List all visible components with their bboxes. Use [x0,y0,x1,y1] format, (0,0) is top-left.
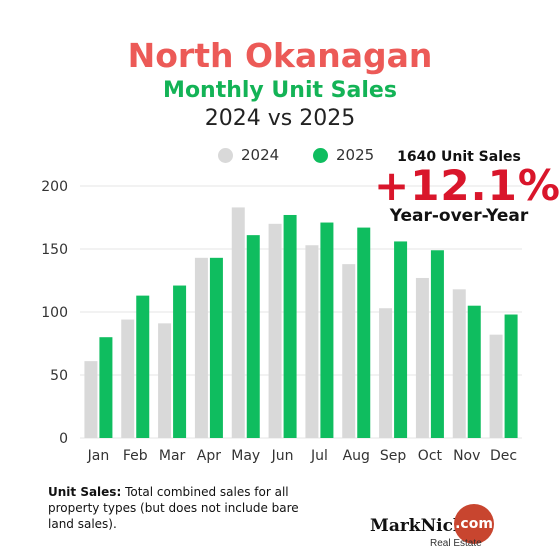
bar-2025-apr [209,257,223,438]
legend-label-2024: 2024 [241,146,280,164]
bar-2024-apr [194,257,208,438]
yoy-highlight: 1640 Unit Sales +12.1% Year-over-Year [374,148,560,226]
bar-2025-nov [467,305,481,438]
logo-suffix: .com [455,516,493,532]
bar-2024-feb [121,319,135,438]
x-tick-label-may: May [231,448,260,464]
x-tick-label-jul: Jul [310,448,328,464]
x-tick-label-mar: Mar [159,448,186,464]
bar-chart: 0 50 100 150 200 Jan Feb Mar Apr May Jun Jul Aug Sep O… [41,179,522,464]
bar-2024-oct [415,277,429,438]
brand-logo: MarkNich .com Real Estate [370,504,530,549]
y-tick-label-200: 200 [41,179,68,195]
footnote: Unit Sales: Total combined sales for all… [48,484,318,532]
x-tick-label-sep: Sep [380,448,407,464]
bar-2024-jul [305,245,319,438]
logo-badge: .com [454,504,494,544]
bar-2024-aug [342,264,356,438]
bar-2024-mar [158,323,172,438]
bar-2024-may [231,207,245,438]
y-tick-label-50: 50 [50,368,68,384]
y-tick-label-100: 100 [41,305,68,321]
legend-swatch-2024 [218,147,233,163]
bar-2024-jun [268,223,282,438]
bar-2024-nov [452,289,466,438]
footnote-label: Unit Sales: [48,485,122,499]
bar-2025-jun [283,214,297,438]
yoy-label: Year-over-Year [389,206,529,226]
logo-tagline: Real Estate [430,538,482,549]
total-unit-sales: 1640 Unit Sales [397,149,521,165]
bar-2024-jan [84,361,98,438]
legend-label-2025: 2025 [336,146,375,164]
bar-2024-dec [489,334,503,438]
chart-subtitle: Monthly Unit Sales [163,78,397,103]
yoy-percent: +12.1% [374,161,560,210]
bar-2025-jan [99,337,113,438]
x-tick-label-apr: Apr [197,448,221,464]
bar-2024-sep [379,308,393,438]
bar-2025-jul [320,222,334,438]
legend-swatch-2025 [313,147,328,163]
chart-comparison: 2024 vs 2025 [204,106,356,131]
x-tick-label-nov: Nov [453,448,480,464]
legend-item-2024: 2024 [218,146,279,164]
x-tick-label-aug: Aug [343,448,370,464]
chart-title: North Okanagan [127,36,433,75]
bar-2025-sep [394,241,408,438]
footnote-text: Total combined sales for all property ty… [48,485,299,531]
bar-2025-aug [357,227,371,438]
legend-item-2025: 2025 [313,146,374,164]
x-tick-label-oct: Oct [418,448,443,464]
x-tick-label-feb: Feb [123,448,148,464]
y-tick-label-0: 0 [59,431,68,447]
y-tick-label-150: 150 [41,242,68,258]
bar-2025-mar [173,285,187,438]
x-tick-label-jun: Jun [271,448,294,464]
logo-name: MarkNich [370,516,466,536]
bar-2025-dec [504,314,518,438]
bar-2025-may [246,235,260,438]
bar-2025-feb [136,295,150,438]
bar-2025-oct [430,250,444,438]
x-tick-label-dec: Dec [490,448,517,464]
x-tick-label-jan: Jan [87,448,110,464]
